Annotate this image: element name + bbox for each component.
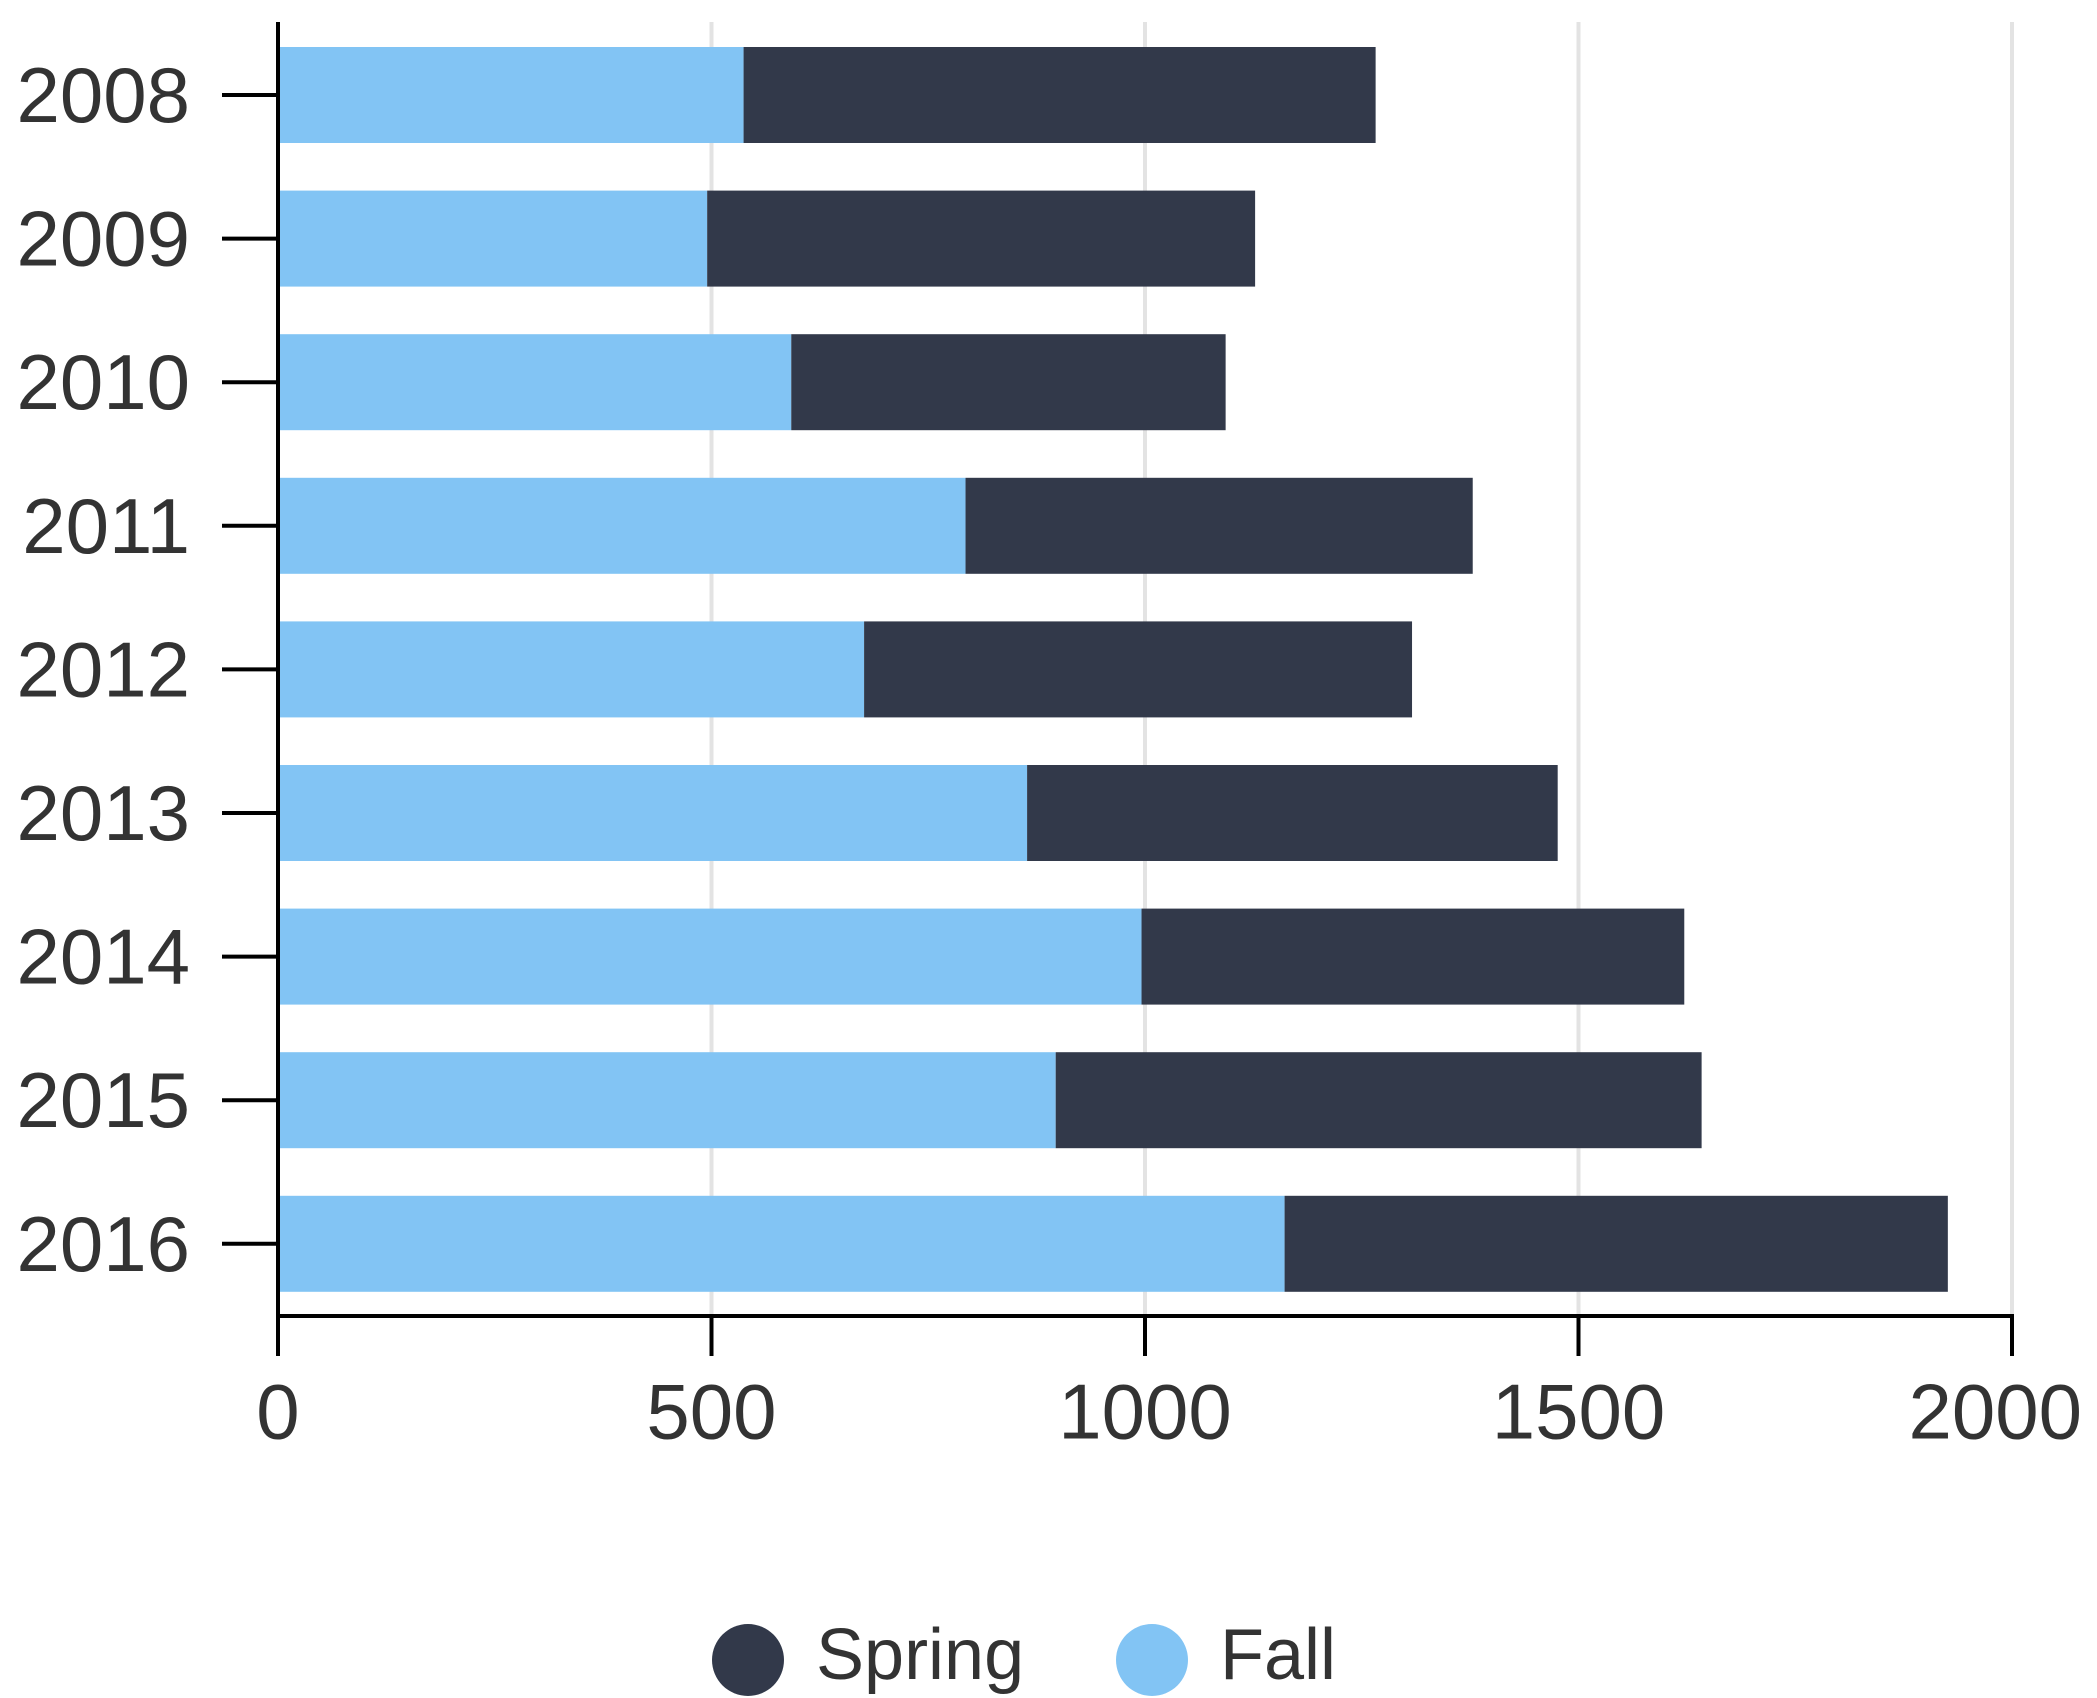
y-tick-label-2011: 2011 bbox=[22, 482, 190, 570]
bar-fall-2014[interactable] bbox=[278, 908, 1142, 1005]
x-tick-label-1000: 1000 bbox=[1058, 1368, 1232, 1456]
bar-fall-2013[interactable] bbox=[278, 765, 1028, 861]
bar-spring-2015[interactable] bbox=[1055, 1052, 1702, 1149]
y-tick-label-2012: 2012 bbox=[16, 625, 190, 713]
legend: Spring Fall bbox=[712, 1615, 1336, 1696]
bar-fall-2008[interactable] bbox=[278, 47, 744, 143]
bar-fall-2015[interactable] bbox=[278, 1052, 1056, 1149]
y-tick-label-2015: 2015 bbox=[16, 1056, 190, 1144]
legend-item-spring[interactable]: Spring bbox=[712, 1615, 1024, 1696]
x-tick-label-1500: 1500 bbox=[1492, 1368, 1666, 1456]
bars bbox=[278, 47, 1948, 1292]
bar-spring-2016[interactable] bbox=[1284, 1195, 1948, 1292]
y-tick-label-2014: 2014 bbox=[16, 913, 190, 1001]
bar-fall-2011[interactable] bbox=[278, 477, 966, 574]
legend-label-spring: Spring bbox=[816, 1615, 1024, 1695]
bar-spring-2013[interactable] bbox=[1027, 765, 1558, 861]
x-tick-label-500: 500 bbox=[646, 1368, 776, 1456]
legend-swatch-fall bbox=[1116, 1624, 1188, 1696]
y-tick-label-2016: 2016 bbox=[16, 1200, 190, 1288]
legend-swatch-spring bbox=[712, 1624, 784, 1696]
axes bbox=[222, 22, 2014, 1356]
bar-spring-2010[interactable] bbox=[791, 334, 1226, 431]
y-tick-label-2013: 2013 bbox=[16, 769, 190, 857]
bar-spring-2011[interactable] bbox=[965, 477, 1473, 574]
bar-spring-2012[interactable] bbox=[864, 621, 1413, 718]
bar-spring-2008[interactable] bbox=[743, 47, 1376, 143]
legend-item-fall[interactable]: Fall bbox=[1116, 1615, 1336, 1696]
y-tick-label-2009: 2009 bbox=[16, 195, 190, 283]
x-tick-label-0: 0 bbox=[256, 1368, 299, 1456]
bar-spring-2009[interactable] bbox=[707, 190, 1256, 287]
x-tick-label-2000: 2000 bbox=[1908, 1368, 2082, 1456]
bar-fall-2012[interactable] bbox=[278, 621, 865, 718]
y-tick-label-2010: 2010 bbox=[16, 338, 190, 426]
y-tick-label-2008: 2008 bbox=[16, 51, 190, 139]
bar-fall-2016[interactable] bbox=[278, 1195, 1285, 1292]
bar-fall-2009[interactable] bbox=[278, 190, 708, 287]
bar-fall-2010[interactable] bbox=[278, 334, 792, 431]
legend-label-fall: Fall bbox=[1220, 1615, 1336, 1695]
bar-spring-2014[interactable] bbox=[1141, 908, 1685, 1005]
tick-labels: 2008 2009 2010 2011 2012 2013 2014 2015 2016 0 500… bbox=[16, 51, 2082, 1456]
